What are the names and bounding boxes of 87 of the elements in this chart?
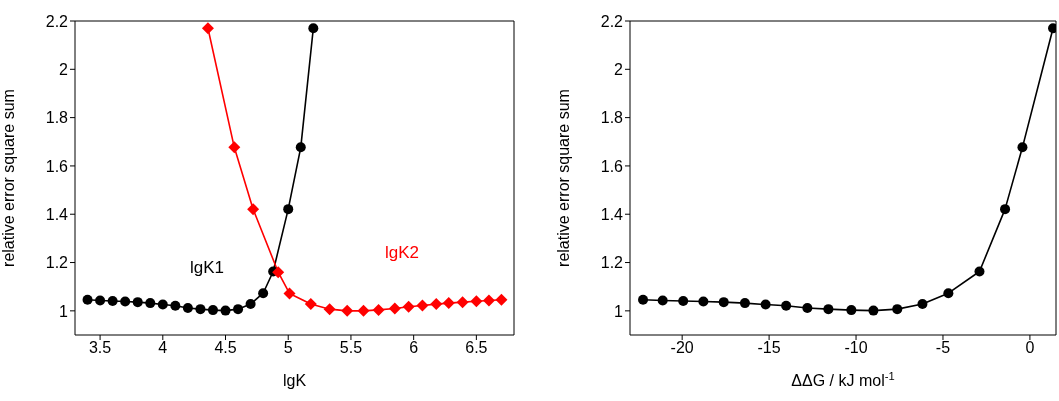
point (220, 305, 231, 316)
y-tick-label: 2 (59, 60, 69, 78)
point (698, 296, 709, 307)
series-label: lgK1 (190, 258, 225, 278)
point (304, 298, 317, 311)
x-tick-label: 4 (158, 339, 168, 357)
y-axis-title: relative error square sum (554, 89, 572, 267)
y-tick-label: 1.8 (45, 109, 69, 127)
point (638, 294, 649, 305)
point (802, 302, 813, 313)
point (430, 298, 443, 311)
point (228, 141, 241, 154)
text: lgK2 (385, 243, 420, 263)
x-tick-label: -10 (844, 339, 868, 357)
point (272, 266, 285, 279)
point (718, 297, 729, 308)
point (846, 305, 857, 316)
point (132, 297, 143, 308)
point (657, 295, 668, 306)
point (283, 204, 294, 215)
point (482, 294, 495, 307)
point (974, 266, 985, 277)
point (1000, 204, 1011, 215)
point (868, 305, 879, 316)
point (943, 288, 954, 299)
x-tick-label: 4.5 (214, 339, 237, 357)
point (107, 295, 118, 306)
y-axis-title: relative error square sum (0, 89, 17, 267)
point (295, 142, 306, 153)
point (416, 299, 429, 312)
point (201, 22, 214, 35)
point (402, 300, 415, 313)
point (388, 302, 401, 315)
point (233, 304, 244, 315)
x-tick-label: 6 (409, 339, 419, 357)
y-tick-label: 2 (614, 60, 624, 78)
y-tick-label: 1.2 (45, 254, 69, 272)
point (323, 303, 336, 316)
point (308, 23, 319, 34)
point (283, 287, 296, 300)
point (195, 304, 206, 315)
point (170, 300, 181, 311)
y-tick-label: 1.2 (600, 254, 624, 272)
point (245, 299, 256, 310)
y-tick-label: 1.6 (45, 157, 69, 175)
point (823, 304, 834, 315)
point (145, 298, 156, 309)
x-tick-label: 5 (283, 339, 293, 357)
x-tick-label: -20 (670, 339, 694, 357)
point (892, 304, 903, 315)
y-tick-label: 2.2 (45, 12, 69, 30)
x-axis-title: ΔΔG / kJ mol$^{-1}$ (791, 370, 895, 389)
point (781, 300, 792, 311)
point (760, 299, 771, 310)
point (739, 298, 750, 309)
x-tick-label: 0 (1025, 339, 1035, 357)
x-tick-label: 3.5 (88, 339, 112, 357)
x-axis-title: lgK (282, 372, 307, 389)
point (917, 299, 928, 310)
point (372, 303, 385, 316)
point (95, 295, 106, 306)
y-tick-label: 1.4 (45, 205, 69, 223)
y-tick-label: 1.6 (600, 157, 624, 175)
point (470, 295, 483, 308)
y-tick-label: 1 (614, 302, 624, 320)
point (82, 294, 93, 305)
y-tick-label: 1.4 (600, 205, 624, 223)
x-tick-label: 6.5 (465, 339, 488, 357)
point (495, 293, 508, 306)
x-tick-label: 5.5 (339, 339, 363, 357)
point (120, 296, 131, 307)
y-tick-label: 1.8 (600, 109, 624, 127)
x-tick-label: -15 (757, 339, 781, 357)
point (442, 297, 455, 310)
point (258, 288, 269, 299)
point (182, 302, 193, 313)
y-tick-label: 1 (59, 302, 69, 320)
point (678, 295, 689, 306)
point (247, 203, 260, 216)
point (157, 299, 168, 310)
y-tick-label: 2.2 (600, 12, 624, 30)
point (456, 296, 469, 309)
point (207, 305, 218, 316)
point (357, 304, 370, 317)
x-tick-label: -5 (935, 339, 951, 357)
point (1017, 142, 1028, 153)
point (341, 304, 354, 317)
